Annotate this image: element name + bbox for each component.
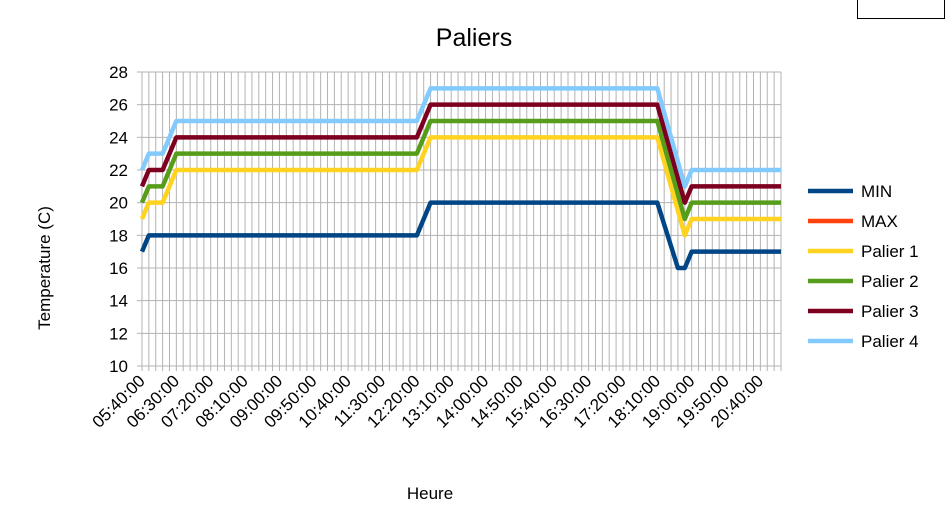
series-line-palier-4 <box>139 86 781 189</box>
x-tick-labels: 05:40:0006:30:0007:20:0008:10:0009:00:00… <box>89 371 768 431</box>
y-tick-label: 10 <box>109 357 128 376</box>
y-tick-label: 26 <box>109 96 128 115</box>
legend-label-min: MIN <box>861 182 892 201</box>
series-line-palier-3 <box>139 102 781 205</box>
corner-frame <box>857 0 945 19</box>
legend-label-palier-3: Palier 3 <box>861 302 919 321</box>
series-line-min <box>139 200 781 271</box>
y-tick-label: 22 <box>109 161 128 180</box>
y-tick-label: 14 <box>109 292 128 311</box>
y-tick-labels: 10 12 14 16 18 20 22 24 26 28 <box>109 63 128 376</box>
y-tick-label: 18 <box>109 226 128 245</box>
y-tick-label: 20 <box>109 194 128 213</box>
y-axis-label: Temperature (C) <box>35 206 54 330</box>
y-tick-label: 24 <box>109 128 128 147</box>
chart-title: Paliers <box>436 24 512 52</box>
series-line-palier-1 <box>139 135 781 238</box>
legend: MIN MAX Palier 1 Palier 2 Palier 3 Palier 4 <box>808 182 919 351</box>
y-tick-label: 16 <box>109 259 128 278</box>
legend-label-palier-2: Palier 2 <box>861 272 919 291</box>
legend-label-palier-4: Palier 4 <box>861 332 919 351</box>
y-tick-label: 12 <box>109 324 128 343</box>
y-tick-label: 28 <box>109 63 128 82</box>
series-line-palier-2 <box>139 118 781 222</box>
axes <box>137 71 782 371</box>
series-lines <box>139 86 781 271</box>
legend-label-max: MAX <box>861 212 898 231</box>
legend-label-palier-1: Palier 1 <box>861 242 919 261</box>
x-axis-label: Heure <box>407 484 453 503</box>
